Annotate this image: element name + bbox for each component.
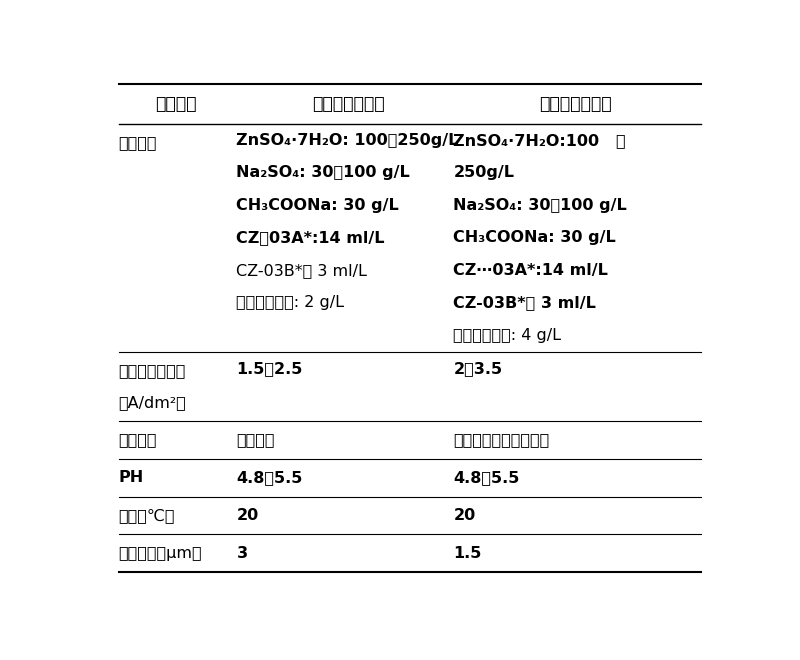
Text: 3: 3 [237,546,247,561]
Text: ZnSO₄·7H₂O: 100～250g/L: ZnSO₄·7H₂O: 100～250g/L [237,133,458,148]
Text: 多壁碳纳米管: 2 g/L: 多壁碳纳米管: 2 g/L [237,296,344,310]
Text: CZ-03B*； 3 ml/L: CZ-03B*； 3 ml/L [454,296,596,310]
Text: 多壁碳纳米管: 4 g/L: 多壁碳纳米管: 4 g/L [454,328,562,343]
Text: 低纳米管含量层: 低纳米管含量层 [312,95,384,113]
Text: 工艺参数: 工艺参数 [155,95,197,113]
Text: 1.5～2.5: 1.5～2.5 [237,362,302,376]
Text: （A/dm²）: （A/dm²） [118,395,186,410]
Text: 电磁搅拌: 电磁搅拌 [237,432,275,447]
Text: 镀层厚度（μm）: 镀层厚度（μm） [118,546,202,561]
Text: 镜液组分: 镜液组分 [118,135,157,150]
Text: 20: 20 [454,508,476,523]
Text: 250g/L: 250g/L [454,165,514,180]
Text: CH₃COONa: 30 g/L: CH₃COONa: 30 g/L [454,230,616,246]
Text: 4.8～5.5: 4.8～5.5 [237,470,302,485]
Text: 高纳米管含量层: 高纳米管含量层 [539,95,612,113]
Text: 阴电极电流密度: 阴电极电流密度 [118,363,186,378]
Text: 搅拌方式: 搅拌方式 [118,432,157,447]
Text: 超声搅拌复合电磁搅拌: 超声搅拌复合电磁搅拌 [454,432,550,447]
Text: CZ-03B*； 3 ml/L: CZ-03B*； 3 ml/L [237,263,367,278]
Text: 4.8～5.5: 4.8～5.5 [454,470,520,485]
Text: 温度（℃）: 温度（℃） [118,508,175,523]
Text: CZ⋯03A*:14 ml/L: CZ⋯03A*:14 ml/L [454,263,608,278]
Text: ZnSO₄·7H₂O:100   ～: ZnSO₄·7H₂O:100 ～ [454,133,626,148]
Text: CZ－03A*:14 ml/L: CZ－03A*:14 ml/L [237,230,385,246]
Text: CH₃COONa: 30 g/L: CH₃COONa: 30 g/L [237,198,399,213]
Text: 20: 20 [237,508,258,523]
Text: 1.5: 1.5 [454,546,482,561]
Text: PH: PH [118,470,144,485]
Text: 2～3.5: 2～3.5 [454,362,502,376]
Text: Na₂SO₄: 30～100 g/L: Na₂SO₄: 30～100 g/L [237,165,410,180]
Text: Na₂SO₄: 30～100 g/L: Na₂SO₄: 30～100 g/L [454,198,627,213]
